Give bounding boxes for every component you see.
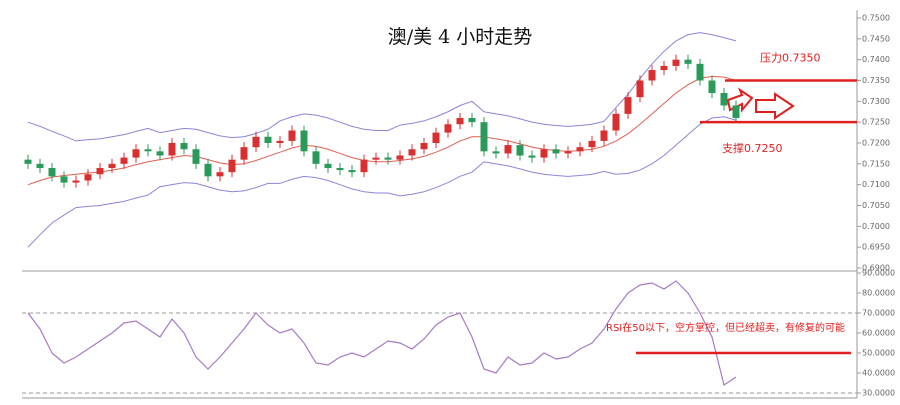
- candle-body: [492, 151, 500, 154]
- candle-body: [264, 136, 272, 143]
- rsi-annotation: RSI在50以下，空方掌控，但已经超卖，有修复的可能: [606, 321, 845, 334]
- upper-band: [27, 32, 737, 142]
- arrow: [726, 87, 754, 113]
- candle-body: [336, 168, 344, 171]
- candle-body: [576, 147, 584, 152]
- candle-body: [684, 59, 692, 64]
- candle-body: [708, 80, 716, 93]
- y-tick-label: 80.0000: [862, 289, 895, 298]
- y-tick-label: 90.0000: [862, 269, 895, 278]
- candle-body: [720, 93, 728, 106]
- candle-body: [408, 149, 416, 156]
- candle-body: [612, 113, 620, 131]
- candle-body: [84, 174, 92, 181]
- candle-body: [588, 140, 596, 148]
- candle-body: [660, 65, 668, 71]
- arrows: [726, 87, 795, 120]
- y-tick-label: 0.7350: [862, 76, 890, 85]
- candle-body: [552, 149, 560, 154]
- y-tick-label: 0.6950: [862, 243, 890, 252]
- candle-body: [468, 118, 476, 123]
- resistance-label: 压力0.7350: [760, 52, 821, 65]
- candle-body: [60, 176, 68, 183]
- candle-body: [732, 105, 740, 118]
- candle-body: [228, 159, 236, 173]
- candle-body: [48, 168, 56, 177]
- candle-body: [396, 155, 404, 160]
- chart-title: 澳/美 4 小时走势: [388, 26, 533, 48]
- candle-body: [600, 130, 608, 141]
- rsi-line: [27, 280, 737, 386]
- candle-body: [36, 163, 44, 168]
- y-tick-label: 0.7500: [862, 14, 890, 23]
- candle-body: [240, 147, 248, 160]
- candle-body: [432, 132, 440, 143]
- candle-body: [564, 151, 572, 154]
- candle-body: [456, 118, 464, 125]
- y-tick-label: 0.6900: [862, 264, 890, 273]
- candle-body: [312, 151, 320, 164]
- candle-body: [300, 130, 308, 152]
- support-label: 支撑0.7250: [722, 141, 783, 155]
- y-tick-label: 0.7000: [862, 222, 890, 231]
- y-tick-label: 60.0000: [862, 329, 895, 338]
- candle-body: [696, 63, 704, 81]
- candle-body: [528, 155, 536, 158]
- candle-body: [324, 163, 332, 168]
- candle-body: [348, 170, 356, 173]
- y-tick-label: 30.0000: [862, 389, 895, 398]
- y-tick-label: 0.7100: [862, 180, 890, 189]
- candle-body: [276, 140, 284, 143]
- candle-body: [132, 149, 140, 158]
- candle-body: [156, 151, 164, 156]
- candle-body: [144, 149, 152, 152]
- y-tick-label: 0.7450: [862, 34, 890, 43]
- candle-body: [648, 70, 656, 81]
- candle-body: [504, 145, 512, 154]
- candle-body: [108, 163, 116, 168]
- y-tick-label: 0.7200: [862, 139, 890, 148]
- candle-body: [252, 136, 260, 148]
- arrow: [755, 92, 795, 120]
- candle-body: [120, 157, 128, 164]
- lower-band: [27, 116, 737, 248]
- candle-body: [372, 157, 380, 160]
- candle-body: [636, 80, 644, 98]
- candle-body: [516, 145, 524, 156]
- candle-body: [672, 59, 680, 66]
- candle-body: [96, 168, 104, 175]
- candle-body: [168, 143, 176, 156]
- candle-body: [384, 157, 392, 160]
- y-tick-label: 0.7050: [862, 201, 890, 210]
- y-tick-label: 0.7150: [862, 159, 890, 168]
- candle-body: [360, 159, 368, 173]
- y-tick-label: 0.7250: [862, 118, 890, 127]
- candle-body: [480, 122, 488, 152]
- y-tick-label: 40.0000: [862, 369, 895, 378]
- y-tick-label: 50.0000: [862, 349, 895, 358]
- candle-body: [420, 143, 428, 150]
- candle-body: [204, 163, 212, 177]
- candle-body: [192, 149, 200, 164]
- middle-band: [27, 75, 737, 186]
- y-tick-label: 0.7400: [862, 55, 890, 64]
- y-tick-label: 70.0000: [862, 309, 895, 318]
- candle-body: [216, 172, 224, 177]
- candle-body: [624, 97, 632, 114]
- candle-body: [72, 180, 80, 183]
- y-tick-label: 0.7300: [862, 97, 890, 106]
- candle-body: [24, 159, 32, 164]
- candle-body: [288, 130, 296, 141]
- candle-body: [180, 143, 188, 150]
- candle-body: [540, 149, 548, 158]
- candle-body: [444, 124, 452, 133]
